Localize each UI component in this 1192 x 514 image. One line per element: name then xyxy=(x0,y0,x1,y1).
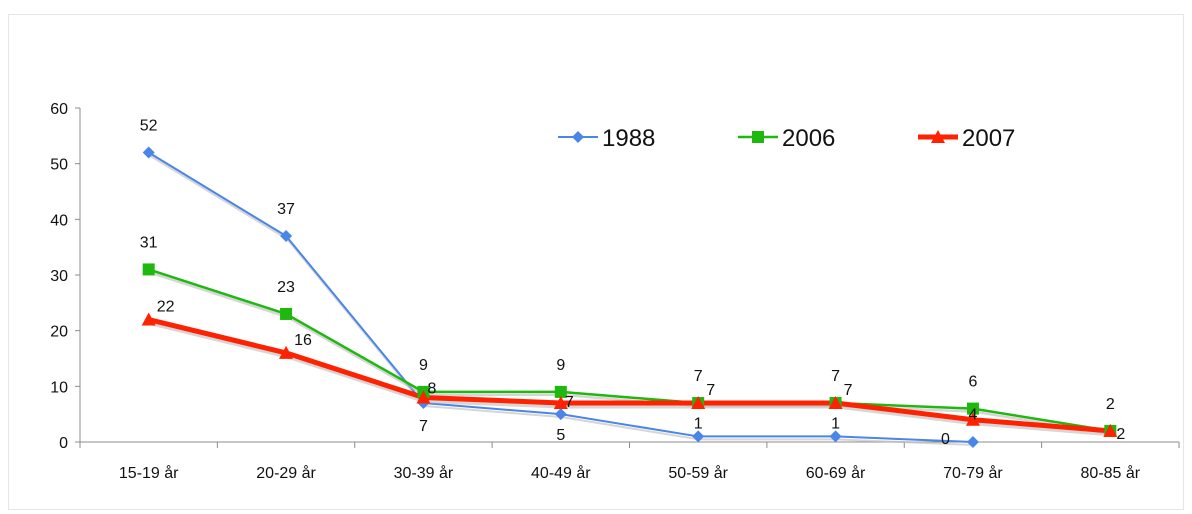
series-2007-point xyxy=(691,396,706,410)
series-2006-point xyxy=(142,263,155,276)
series-2007-line xyxy=(148,317,1111,434)
data-label-2006: 7 xyxy=(694,368,703,385)
series-1988-point xyxy=(142,146,155,159)
data-label-1988: 5 xyxy=(556,427,565,444)
x-tick-label: 40-49 år xyxy=(531,464,591,482)
data-label-1988: 0 xyxy=(941,431,950,448)
data-label-2006: 23 xyxy=(277,279,295,296)
y-tick-label: 20 xyxy=(50,324,68,341)
data-label-1988: 52 xyxy=(140,118,158,135)
y-tick-label: 50 xyxy=(50,157,68,174)
y-tick-label: 60 xyxy=(50,101,68,118)
series-2006-shadow xyxy=(149,271,1112,436)
series-2006-point xyxy=(554,385,567,398)
legend-marker-1988 xyxy=(572,131,584,143)
series-2007-shadow xyxy=(149,320,1112,437)
series-1988-point xyxy=(554,408,567,421)
series-2006-line xyxy=(148,268,1111,433)
series-2007-point xyxy=(141,312,156,326)
series-2007-point xyxy=(828,396,843,410)
x-tick-label: 30-39 år xyxy=(394,464,454,482)
chart-frame xyxy=(8,14,1184,510)
series-2007-point xyxy=(965,412,980,426)
data-label-2007: 4 xyxy=(968,407,977,424)
x-tick-label: 60-69 år xyxy=(806,464,866,482)
data-label-1988: 7 xyxy=(419,418,428,435)
series-1988-point xyxy=(692,430,705,443)
x-tick-label: 50-59 år xyxy=(668,464,728,482)
series-2006-point xyxy=(966,402,979,415)
data-label-2007: 7 xyxy=(706,382,715,399)
x-tick-label: 20-29 år xyxy=(256,464,316,482)
series-2006-point xyxy=(280,307,293,320)
data-label-2006: 31 xyxy=(140,234,158,251)
legend-label-1988: 1988 xyxy=(602,125,655,152)
data-label-2006: 2 xyxy=(1106,396,1115,413)
x-tick-label: 15-19 år xyxy=(119,464,179,482)
y-tick-label: 40 xyxy=(50,212,68,229)
data-label-2006: 7 xyxy=(831,368,840,385)
series-2007-point xyxy=(279,345,294,359)
series-1988-point xyxy=(966,436,979,448)
data-label-2007: 22 xyxy=(157,299,175,316)
data-label-1988: 1 xyxy=(694,415,703,432)
y-tick-label: 10 xyxy=(50,379,68,396)
data-label-1988: 1 xyxy=(831,415,840,432)
data-label-2006: 9 xyxy=(419,357,428,374)
data-label-2007: 7 xyxy=(844,382,853,399)
legend-marker-2007 xyxy=(931,130,945,143)
data-label-2007: 16 xyxy=(294,332,312,349)
legend-marker-2006 xyxy=(752,131,764,143)
data-label-2006: 6 xyxy=(968,374,977,391)
y-tick-label: 0 xyxy=(59,435,68,452)
data-label-2007: 2 xyxy=(1116,426,1125,443)
series-1988-point xyxy=(280,230,293,243)
data-label-2006: 9 xyxy=(556,357,565,374)
data-label-2007: 8 xyxy=(427,380,436,397)
series-2007-point xyxy=(553,396,568,410)
series-2007-point xyxy=(1103,423,1118,437)
y-tick-label: 30 xyxy=(50,268,68,285)
data-label-1988: 37 xyxy=(277,201,295,218)
series-2007-point xyxy=(416,390,431,404)
series-1988-point xyxy=(829,430,842,443)
x-tick-label: 80-85 år xyxy=(1081,464,1141,482)
x-tick-label: 70-79 år xyxy=(943,464,1003,482)
legend-label-2007: 2007 xyxy=(962,125,1015,152)
data-label-2007: 7 xyxy=(565,394,574,411)
legend-label-2006: 2006 xyxy=(782,125,835,152)
